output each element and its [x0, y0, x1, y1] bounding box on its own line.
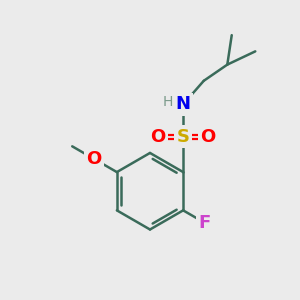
- Text: O: O: [201, 128, 216, 146]
- Text: O: O: [151, 128, 166, 146]
- Text: N: N: [176, 95, 190, 113]
- Text: F: F: [199, 214, 211, 232]
- Text: O: O: [86, 150, 101, 168]
- Text: S: S: [177, 128, 190, 146]
- Text: H: H: [163, 95, 173, 109]
